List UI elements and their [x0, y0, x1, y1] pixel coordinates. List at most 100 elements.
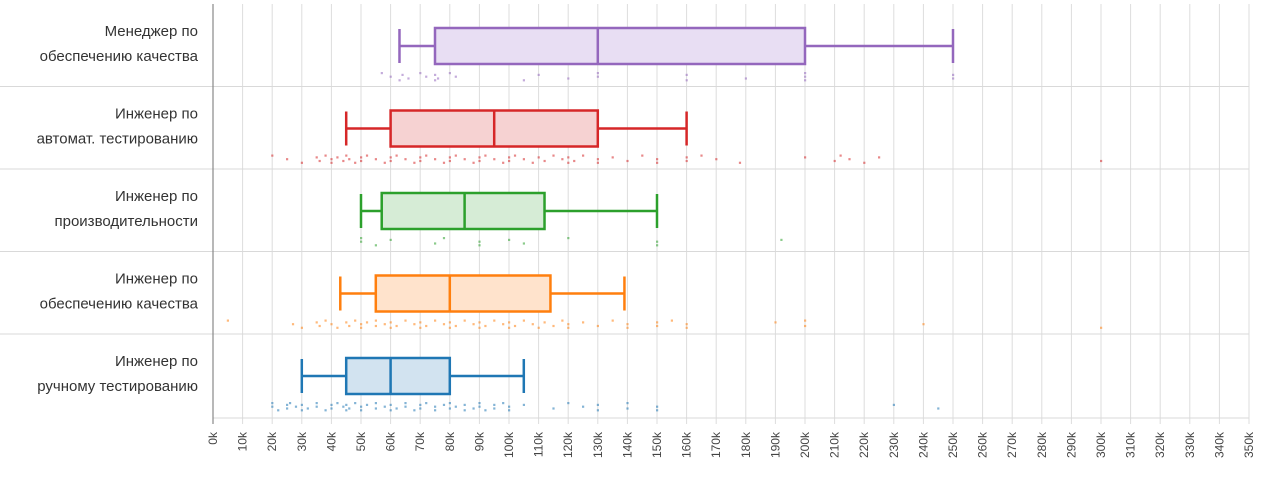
data-point	[442, 161, 446, 164]
data-point	[448, 407, 451, 410]
data-point	[596, 409, 599, 412]
data-point	[425, 402, 428, 405]
x-tick-label: 50k	[354, 431, 368, 451]
data-point	[513, 154, 517, 157]
data-point	[434, 73, 437, 76]
data-point	[374, 244, 377, 247]
data-point	[330, 403, 333, 406]
data-point	[404, 319, 407, 322]
x-tick-label: 120k	[561, 431, 575, 458]
box	[433, 26, 807, 66]
category-label: производительности	[55, 213, 199, 230]
data-point	[360, 240, 363, 243]
data-point	[419, 321, 422, 324]
data-point	[330, 158, 333, 161]
data-point	[436, 77, 440, 80]
data-point	[848, 158, 851, 161]
data-point	[685, 323, 688, 326]
data-point	[336, 326, 339, 329]
data-point	[318, 324, 321, 328]
data-point	[641, 154, 644, 157]
data-point	[374, 158, 377, 161]
x-tick-label: 150k	[650, 431, 664, 458]
x-tick-label: 130k	[591, 431, 605, 458]
data-point	[1100, 326, 1103, 329]
data-point	[685, 159, 688, 163]
data-point	[952, 77, 955, 80]
category-label: Инженер по	[115, 188, 198, 205]
data-point	[685, 156, 688, 159]
data-point	[419, 326, 422, 329]
data-point	[596, 72, 599, 75]
data-point	[552, 407, 555, 410]
data-point	[336, 402, 339, 405]
data-point	[596, 324, 599, 328]
data-point	[324, 154, 327, 157]
data-point	[425, 154, 428, 157]
data-point	[478, 240, 481, 243]
x-tick-label: 140k	[620, 431, 634, 458]
data-point	[342, 159, 345, 163]
data-point	[448, 326, 451, 329]
data-point	[892, 403, 895, 406]
data-point	[552, 324, 555, 328]
data-point	[596, 161, 599, 164]
data-point	[522, 319, 525, 322]
data-point	[493, 319, 496, 322]
data-point	[413, 323, 416, 326]
data-point	[404, 402, 407, 405]
data-point	[374, 402, 377, 405]
data-point	[561, 319, 564, 322]
data-point	[434, 242, 437, 245]
data-point	[561, 158, 564, 161]
data-point	[472, 323, 475, 326]
data-point	[360, 159, 363, 163]
data-point	[442, 403, 446, 406]
data-point	[502, 161, 505, 164]
data-point	[434, 409, 437, 412]
data-point	[531, 323, 534, 326]
data-point	[434, 319, 437, 322]
data-point	[508, 156, 511, 159]
data-point	[348, 407, 351, 410]
data-point	[318, 159, 321, 163]
data-point	[271, 154, 274, 157]
data-point	[419, 407, 422, 410]
data-point	[286, 407, 289, 410]
data-point	[626, 402, 629, 405]
data-point	[804, 319, 807, 322]
data-point	[383, 161, 386, 164]
data-point	[365, 403, 369, 406]
data-point	[804, 75, 807, 78]
x-tick-label: 340k	[1212, 431, 1226, 458]
data-point	[306, 407, 309, 410]
data-point	[611, 319, 614, 322]
category-label: обеспечению качества	[40, 48, 199, 65]
data-point	[365, 154, 369, 157]
data-point	[573, 159, 576, 163]
data-point	[922, 323, 925, 326]
x-tick-label: 20k	[265, 431, 279, 451]
data-point	[522, 242, 525, 245]
data-point	[345, 321, 348, 324]
data-point	[656, 321, 659, 324]
data-point	[389, 409, 392, 412]
data-point	[434, 79, 437, 82]
data-point	[348, 324, 351, 328]
data-point	[582, 405, 585, 408]
data-point	[300, 326, 303, 329]
x-tick-label: 280k	[1035, 431, 1049, 458]
data-point	[277, 409, 280, 412]
data-point	[833, 159, 836, 163]
data-point	[656, 409, 659, 412]
x-tick-label: 60k	[384, 431, 398, 451]
data-point	[656, 405, 659, 408]
data-point	[448, 72, 451, 75]
data-point	[626, 407, 629, 410]
data-point	[404, 158, 407, 161]
data-point	[493, 407, 496, 410]
data-point	[543, 321, 546, 324]
data-point	[354, 319, 357, 322]
data-point	[395, 154, 398, 157]
